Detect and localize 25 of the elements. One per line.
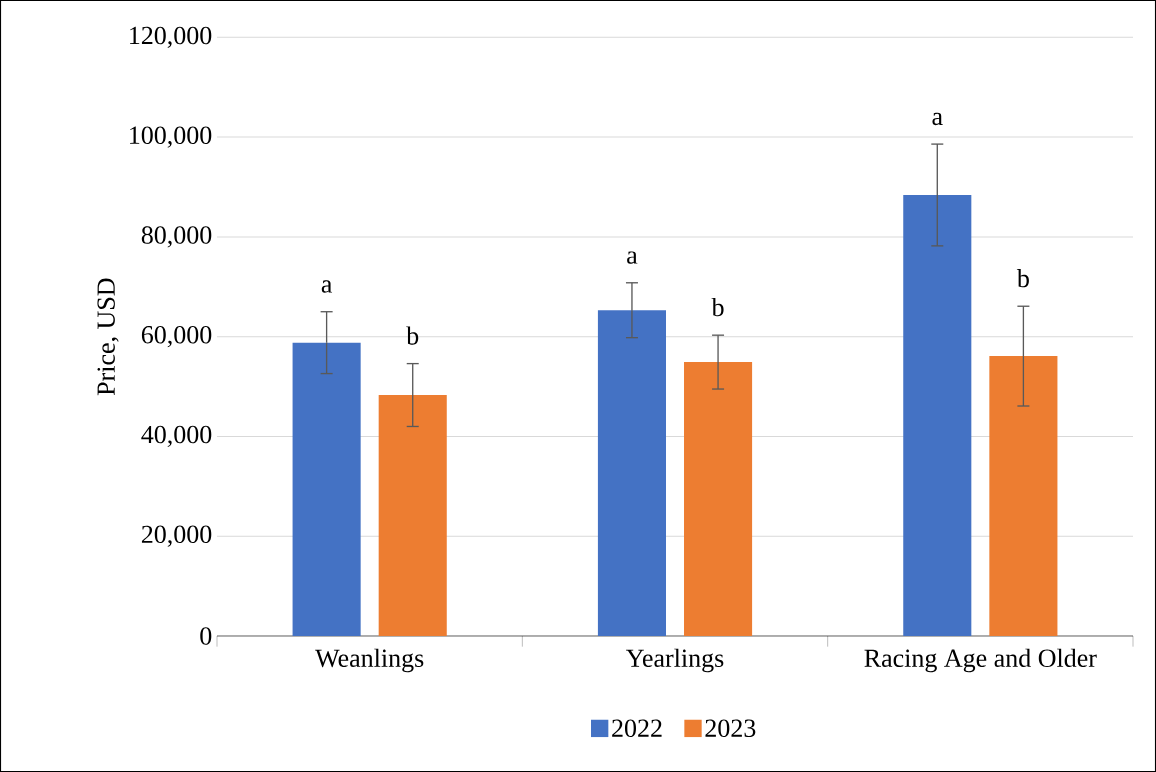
y-tick-label: 120,000	[130, 26, 212, 48]
annotation: b	[1016, 269, 1029, 288]
annotation: a	[627, 251, 638, 264]
annotation: a	[321, 280, 333, 293]
y-axis-title: Price, USD	[97, 278, 119, 396]
x-tick-label: Weanlings	[315, 648, 424, 673]
annotation: b	[406, 326, 419, 345]
legend-label: 2022	[612, 719, 662, 737]
bar	[378, 395, 447, 636]
y-tick-label: 20,000	[141, 525, 212, 547]
bar	[684, 362, 753, 636]
annotation: b	[711, 297, 724, 317]
y-tick-label: 80,000	[141, 226, 212, 248]
annotation: a	[932, 112, 943, 126]
bar	[989, 356, 1058, 636]
y-tick-label: 0	[200, 627, 212, 645]
y-tick-label: 60,000	[141, 326, 212, 348]
bar	[597, 310, 666, 636]
bar	[903, 194, 972, 636]
legend-label: 2023	[705, 719, 756, 737]
bar	[292, 342, 361, 636]
y-tick-label: 100,000	[130, 126, 212, 148]
x-tick-label: Yearlings	[626, 648, 724, 673]
x-tick-label: Racing Age and Older	[864, 648, 1097, 673]
y-tick-label: 40,000	[141, 425, 212, 448]
